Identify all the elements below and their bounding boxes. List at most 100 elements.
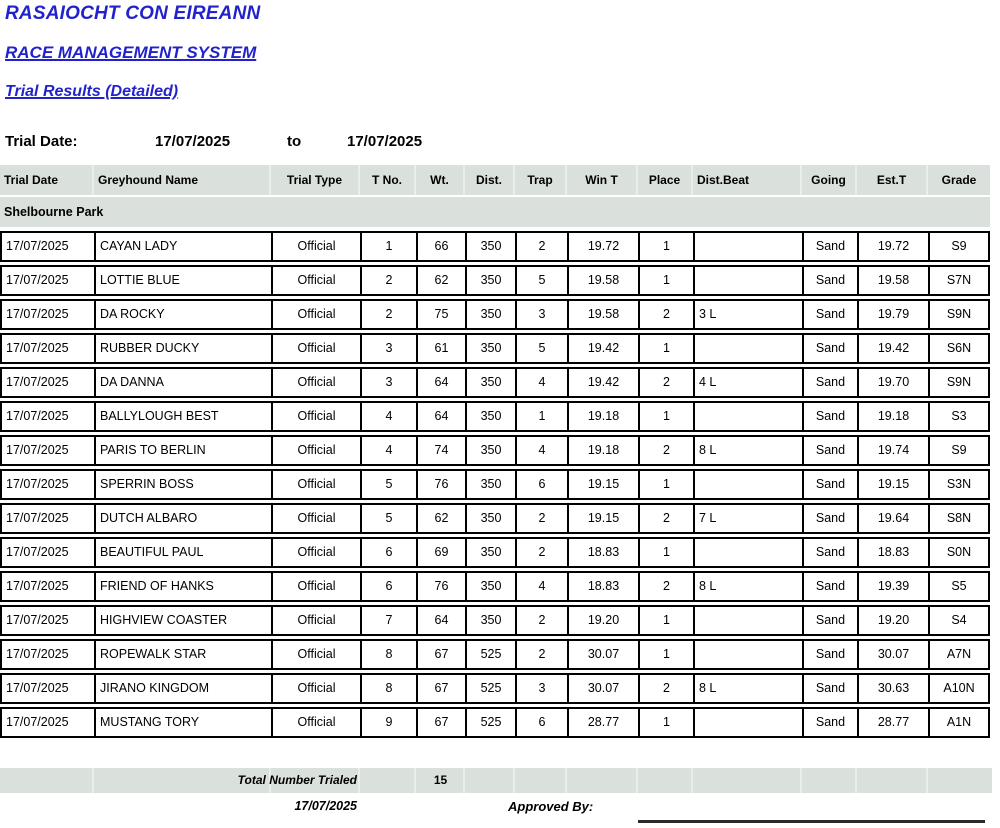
table-cell: 525 (465, 675, 515, 702)
table-cell: 67 (416, 709, 465, 736)
table-cell: 350 (465, 573, 515, 600)
table-cell: SPERRIN BOSS (94, 471, 271, 498)
table-cell: 4 (360, 403, 416, 430)
table-cell: 17/07/2025 (6, 307, 69, 321)
table-cell: LOTTIE BLUE (94, 267, 271, 294)
table-cell: Sand (802, 403, 857, 430)
trial-date-label: Trial Date: (5, 133, 78, 150)
track-section-row: Shelbourne Park (0, 197, 990, 227)
table-cell: 4 (515, 573, 567, 600)
column-separator (92, 768, 94, 793)
table-cell: FRIEND OF HANKS (94, 573, 271, 600)
table-cell: 19.18 (567, 437, 638, 464)
column-header: Going (800, 165, 855, 195)
table-cell: 30.07 (567, 675, 638, 702)
table-cell: S6N (928, 335, 988, 362)
table-row: 17/07/2025 DA ROCKY Official 2 75 350 3 19.58 2 3… (0, 299, 990, 330)
table-cell: Official (271, 641, 360, 668)
table-cell: 19.42 (857, 335, 928, 362)
table-cell: 350 (465, 437, 515, 464)
table-cell: 76 (416, 471, 465, 498)
column-header: Grade (926, 165, 990, 195)
table-cell: 28.77 (857, 709, 928, 736)
table-cell: 74 (416, 437, 465, 464)
table-cell: 66 (416, 233, 465, 260)
report-title: Trial Results (Detailed) (5, 83, 179, 100)
table-cell (693, 607, 802, 634)
column-separator (926, 768, 928, 793)
table-row: 17/07/2025 DUTCH ALBARO Official 5 62 350 2 19.… (0, 503, 990, 534)
table-cell: Official (271, 403, 360, 430)
table-cell: Official (271, 267, 360, 294)
table-cell: 1 (638, 641, 693, 668)
system-title: RACE MANAGEMENT SYSTEM (5, 43, 257, 62)
table-cell: 19.18 (567, 403, 638, 430)
table-cell: CAYAN LADY (94, 233, 271, 260)
table-cell (693, 267, 802, 294)
table-cell: 4 (515, 369, 567, 396)
table-cell: Official (271, 675, 360, 702)
table-cell: 2 (638, 301, 693, 328)
table-cell (693, 709, 802, 736)
table-cell: Official (271, 539, 360, 566)
table-cell (693, 471, 802, 498)
column-separator (463, 768, 465, 793)
trial-date-from-value: 17/07/2025 (155, 133, 231, 150)
table-cell: 64 (416, 369, 465, 396)
table-cell: 5 (515, 267, 567, 294)
table-cell: 18.83 (567, 539, 638, 566)
table-cell: 17/07/2025 (6, 477, 69, 491)
table-cell: 525 (465, 641, 515, 668)
table-cell: Sand (802, 267, 857, 294)
table-row: 17/07/2025 FRIEND OF HANKS Official 6 76 350 4… (0, 571, 990, 602)
table-row: 17/07/2025 JIRANO KINGDOM Official 8 67 525 3 3… (0, 673, 990, 704)
table-cell: BEAUTIFUL PAUL (94, 539, 271, 566)
approved-by-label: Approved By: (508, 799, 594, 814)
column-header: T No. (358, 165, 414, 195)
table-cell: 3 L (693, 301, 802, 328)
table-cell: 61 (416, 335, 465, 362)
table-cell: 1 (638, 233, 693, 260)
table-cell: 2 (515, 539, 567, 566)
table-cell: 2 (638, 675, 693, 702)
table-cell: 19.72 (857, 233, 928, 260)
table-body: 17/07/2025 CAYAN LADY Official 1 66 350 2 19.72… (0, 231, 990, 738)
table-cell: 350 (465, 539, 515, 566)
table-cell: 17/07/2025 (6, 647, 69, 661)
table-cell: Official (271, 607, 360, 634)
table-cell: 64 (416, 607, 465, 634)
table-cell: 18.83 (567, 573, 638, 600)
table-cell: S7N (928, 267, 988, 294)
table-cell: 19.42 (567, 335, 638, 362)
table-cell: 67 (416, 641, 465, 668)
table-cell: 67 (416, 675, 465, 702)
table-cell: 17/07/2025 (6, 681, 69, 695)
table-cell: 1 (515, 403, 567, 430)
table-cell: Sand (802, 471, 857, 498)
table-cell: 5 (515, 335, 567, 362)
column-separator (414, 768, 416, 793)
table-cell: 2 (638, 573, 693, 600)
table-cell: 17/07/2025 (6, 341, 69, 355)
table-cell: DUTCH ALBARO (94, 505, 271, 532)
table-cell: 17/07/2025 (6, 715, 69, 729)
column-header: Trap (513, 165, 565, 195)
column-header: Dist. (463, 165, 513, 195)
table-cell: JIRANO KINGDOM (94, 675, 271, 702)
table-cell: 4 L (693, 369, 802, 396)
table-cell: 350 (465, 607, 515, 634)
table-cell: 62 (416, 505, 465, 532)
table-cell: 76 (416, 573, 465, 600)
footer-date: 17/07/2025 (294, 799, 357, 813)
table-cell: 4 (515, 437, 567, 464)
column-header: Dist.Beat (691, 165, 800, 195)
table-cell: 19.79 (857, 301, 928, 328)
table-cell: 19.74 (857, 437, 928, 464)
table-cell: 8 L (693, 437, 802, 464)
table-cell: 1 (638, 539, 693, 566)
table-cell: Official (271, 709, 360, 736)
table-cell: Official (271, 573, 360, 600)
table-cell: Sand (802, 709, 857, 736)
column-header: Est.T (855, 165, 926, 195)
table-cell (693, 539, 802, 566)
